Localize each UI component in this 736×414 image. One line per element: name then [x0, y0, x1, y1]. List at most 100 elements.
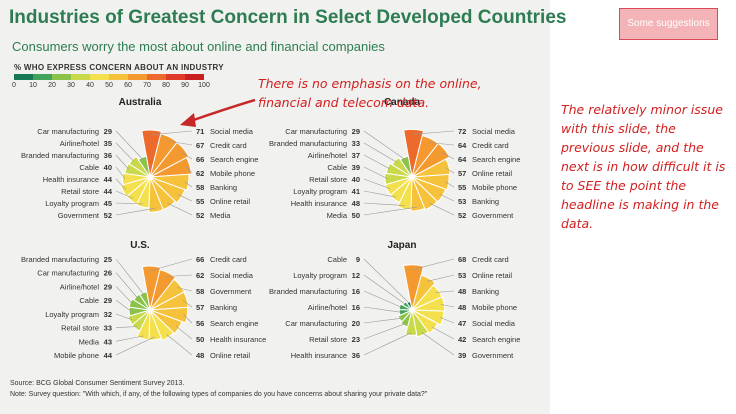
category-label: Cable	[79, 296, 99, 305]
category-label: Health insurance	[210, 335, 266, 344]
country-chart-0: Australia 71 Social media 67 Credit card 66 Se…	[21, 97, 258, 220]
leader-line	[440, 304, 455, 308]
leader-line	[441, 152, 455, 160]
value-label: 66	[196, 155, 204, 164]
scale-segment-8	[166, 74, 185, 80]
category-label: Media	[327, 211, 348, 220]
value-label: 25	[104, 255, 112, 264]
color-scale	[14, 74, 204, 80]
value-label: 12	[352, 271, 360, 280]
country-chart-2: U.S. 66 Credit card 62 Social media 58 Governm…	[21, 240, 266, 360]
leader-line	[183, 314, 193, 324]
value-label: 53	[458, 271, 466, 280]
wedge-mobile-phone	[411, 296, 446, 312]
category-label: Search engine	[472, 335, 520, 344]
category-label: Retail store	[61, 324, 99, 333]
scale-segment-0	[14, 74, 33, 80]
wedge-health-insurance	[404, 309, 418, 336]
chart-figure: Industries of Greatest Concern in Select…	[0, 0, 566, 414]
scale-segment-6	[128, 74, 147, 80]
wedge-retail-store	[131, 309, 151, 332]
value-label: 16	[352, 287, 360, 296]
wedge-search-engine	[149, 306, 189, 324]
value-label: 37	[352, 151, 360, 160]
category-label: Car manufacturing	[37, 269, 99, 278]
value-label: 62	[196, 169, 204, 178]
wedge-retail-store	[400, 309, 413, 328]
leader-line	[185, 166, 193, 174]
leader-line	[184, 181, 193, 188]
wedge-social-media	[149, 269, 177, 311]
leader-line	[429, 203, 455, 216]
category-label: Loyalty program	[293, 271, 347, 280]
wedge-credit-card	[402, 264, 425, 311]
country-title: Japan	[388, 240, 417, 251]
leader-line	[444, 181, 455, 188]
value-label: 68	[458, 255, 466, 264]
leader-line	[115, 272, 138, 299]
leader-line	[363, 323, 405, 340]
scale-tick-label: 40	[86, 82, 94, 89]
category-label: Retail store	[61, 187, 99, 196]
country-chart-3: Japan 68 Credit card 53 Online retail 48 Banki…	[269, 240, 520, 360]
value-label: 29	[104, 296, 112, 305]
value-label: 29	[352, 127, 360, 136]
wedge-mobile-phone	[411, 173, 450, 191]
color-scale-ticks: 0 10 20 30 40 50 60 70 80 90 100	[12, 82, 214, 92]
value-label: 40	[352, 175, 360, 184]
category-label: Search engine	[210, 155, 258, 164]
category-label: Social media	[472, 319, 516, 328]
value-label: 45	[104, 199, 112, 208]
leader-line	[363, 202, 405, 206]
suggestions-button[interactable]: Some suggestions	[619, 8, 718, 40]
value-label: 16	[352, 303, 360, 312]
value-label: 50	[196, 335, 204, 344]
leader-line	[115, 178, 127, 191]
value-label: 39	[352, 163, 360, 172]
scale-tick-label: 70	[143, 82, 151, 89]
leader-line	[167, 203, 193, 216]
leader-line	[115, 154, 129, 170]
value-label: 9	[356, 255, 360, 264]
leader-line	[115, 299, 132, 312]
leader-line	[183, 300, 193, 308]
category-label: Airline/hotel	[308, 303, 348, 312]
leader-line	[115, 258, 145, 295]
leader-line	[176, 287, 193, 292]
wedge-cable	[384, 172, 413, 186]
leader-line	[115, 190, 134, 199]
value-label: 48	[458, 303, 466, 312]
category-label: Social media	[210, 127, 254, 136]
wedge-social-media	[403, 128, 425, 178]
leader-line	[166, 274, 193, 277]
leader-line	[413, 130, 455, 135]
leader-line	[115, 142, 135, 162]
value-label: 44	[104, 351, 113, 360]
leader-line	[363, 130, 406, 160]
leader-line	[363, 332, 412, 356]
leader-line	[115, 202, 144, 205]
wedge-government	[149, 278, 186, 311]
scale-segment-7	[147, 74, 166, 80]
wedge-social-media	[141, 129, 163, 178]
value-label: 58	[196, 183, 204, 192]
value-label: 48	[196, 351, 204, 360]
scale-tick-label: 80	[162, 82, 170, 89]
value-label: 29	[104, 127, 112, 136]
value-label: 64	[458, 141, 467, 150]
value-label: 32	[104, 310, 112, 319]
wedge-banking	[411, 176, 447, 203]
category-label: Loyalty program	[45, 199, 99, 208]
category-label: Media	[79, 337, 100, 346]
category-label: Government	[472, 211, 514, 220]
leader-line	[363, 318, 401, 324]
category-label: Mobile phone	[54, 351, 99, 360]
wedge-online-retail	[149, 309, 175, 342]
leader-line	[439, 317, 455, 324]
leader-line	[363, 258, 410, 304]
category-label: Government	[58, 211, 100, 220]
value-label: 67	[196, 141, 204, 150]
value-label: 47	[458, 319, 466, 328]
wedge-government	[411, 176, 439, 211]
scale-tick-label: 90	[181, 82, 189, 89]
